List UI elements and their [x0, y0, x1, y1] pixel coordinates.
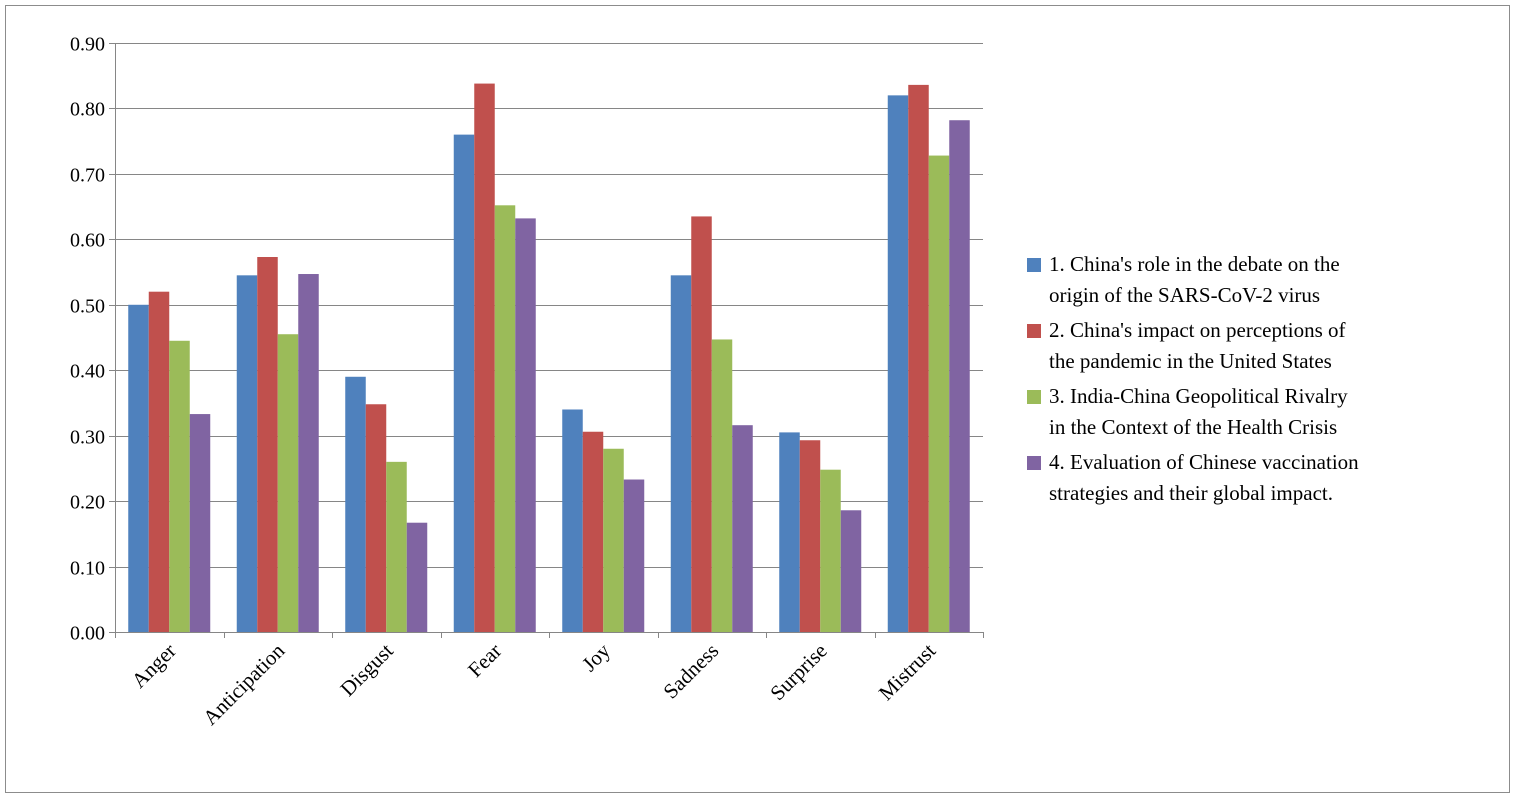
x-tick-label-sadness: Sadness [658, 639, 723, 704]
x-tick-label-disgust: Disgust [335, 638, 397, 700]
bar-series-3-surprise [820, 469, 841, 632]
bar-series-4-anticipation [298, 274, 319, 632]
legend-label-line: in the Context of the Health Crisis [1049, 415, 1338, 439]
bar-series-1-mistrust [887, 95, 909, 633]
y-tick-label: 0.50 [70, 296, 105, 318]
x-tick-label-anticipation: Anticipation [198, 638, 290, 730]
bar-series-1-sadness [670, 275, 692, 632]
legend-label-line: origin of the SARS-CoV-2 virus [1049, 283, 1321, 307]
axes [109, 43, 984, 638]
y-tick-label: 0.60 [70, 230, 105, 252]
y-tick-label: 0.00 [70, 623, 105, 645]
legend-label-line: the pandemic in the United States [1049, 349, 1332, 373]
bar-series-2-anger [148, 291, 170, 632]
x-tick-label-mistrust: Mistrust [874, 638, 941, 705]
bar-series-1-anticipation [236, 275, 258, 632]
legend-label-line: 3. India-China Geopolitical Rivalry [1049, 384, 1348, 408]
y-axis-ticks: 0.00 0.10 0.20 0.30 0.40 0.50 0.60 0.70 0.80 0.90 [70, 34, 105, 645]
legend-label-line: 4. Evaluation of Chinese vaccination [1049, 450, 1359, 474]
legend-label-line: strategies and their global impact. [1049, 481, 1333, 505]
bar-series-3-joy [603, 448, 624, 632]
x-tick-label-fear: Fear [463, 639, 506, 682]
bar-series-2-sadness [691, 216, 712, 632]
bar-series-1-joy [562, 409, 583, 632]
bar-series-4-mistrust [949, 120, 970, 633]
legend-item-2: 2. China's impact on perceptions of the p… [1027, 315, 1507, 377]
bar-series-4-fear [515, 218, 536, 632]
legend-swatch [1027, 390, 1041, 404]
legend-item-1: 1. China's role in the debate on the orig… [1027, 249, 1507, 311]
y-tick-label: 0.40 [70, 361, 105, 383]
bar-series-2-fear [474, 83, 495, 632]
bar-series-3-mistrust [928, 155, 950, 632]
x-tick-label-surprise: Surprise [765, 639, 831, 705]
bar-series-4-surprise [840, 510, 862, 632]
bar-series-2-anticipation [257, 257, 278, 632]
x-axis-ticks: Anger Anticipation Disgust Fear Joy Sadness Su… [127, 638, 941, 730]
legend-item-4: 4. Evaluation of Chinese vaccination stra… [1027, 447, 1507, 509]
bar-series-1-anger [128, 304, 149, 632]
bar-series-2-disgust [365, 404, 387, 632]
legend-label-line: 2. China's impact on perceptions of [1049, 318, 1346, 342]
bar-series-3-fear [494, 205, 516, 632]
bar-series-3-anticipation [277, 334, 299, 632]
y-tick-label: 0.10 [70, 558, 105, 580]
y-tick-label: 0.80 [70, 99, 105, 121]
x-tick-label-anger: Anger [127, 639, 181, 693]
bar-series-2-joy [582, 431, 604, 632]
bar-series-1-surprise [779, 432, 800, 632]
x-tick-label-joy: Joy [577, 638, 615, 676]
y-tick-label: 0.20 [70, 492, 105, 514]
legend-swatch [1027, 258, 1041, 272]
bar-series-4-disgust [406, 522, 428, 632]
legend-item-3: 3. India-China Geopolitical Rivalry in th… [1027, 381, 1507, 443]
legend-swatch [1027, 456, 1041, 470]
legend: 1. China's role in the debate on the orig… [1027, 249, 1507, 513]
bar-series-2-surprise [799, 440, 821, 632]
bars [128, 83, 970, 633]
bar-series-3-sadness [711, 339, 733, 632]
bar-series-3-anger [169, 340, 190, 632]
bar-series-4-anger [189, 414, 211, 632]
bar-series-1-fear [453, 134, 475, 632]
legend-label-line: 1. China's role in the debate on the [1049, 252, 1340, 276]
bar-series-1-disgust [345, 376, 366, 632]
y-tick-label: 0.70 [70, 165, 105, 187]
bar-series-4-joy [623, 479, 645, 632]
bar-series-4-sadness [732, 425, 753, 632]
y-tick-label: 0.30 [70, 427, 105, 449]
y-tick-label: 0.90 [70, 34, 105, 56]
bar-series-3-disgust [386, 461, 407, 632]
legend-swatch [1027, 324, 1041, 338]
bar-series-2-mistrust [908, 84, 929, 632]
